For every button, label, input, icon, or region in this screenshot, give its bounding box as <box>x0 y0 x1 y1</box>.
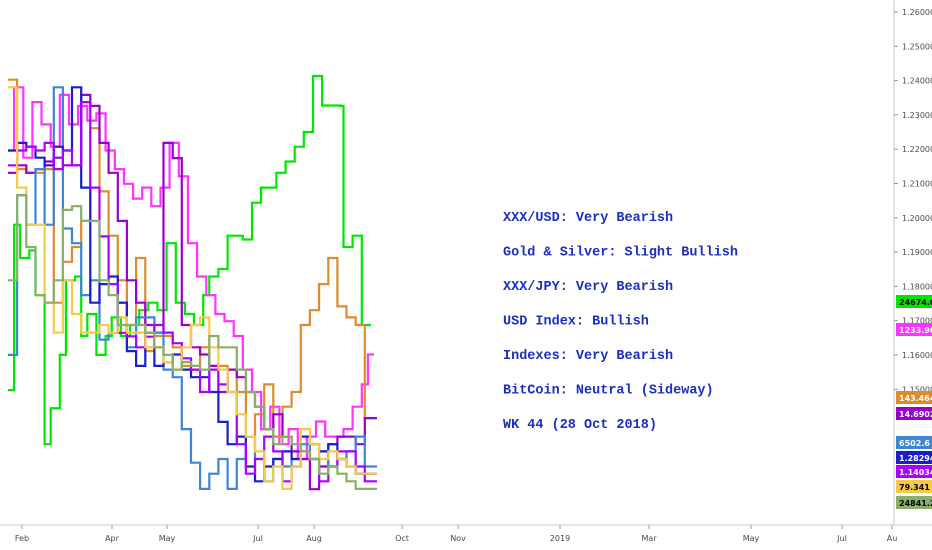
price-badge <box>896 436 932 449</box>
y-tick-label: 1.18000 <box>902 282 932 291</box>
price-badge-label: 1.14034 <box>899 468 932 477</box>
y-tick-label: 1.24000 <box>902 77 932 86</box>
x-tick-label: 2019 <box>550 534 570 543</box>
price-badge <box>896 465 932 478</box>
price-badge <box>896 391 932 404</box>
price-badge <box>896 323 932 336</box>
y-tick-label: 1.19000 <box>902 248 932 257</box>
annotation-text: BitCoin: Neutral (Sideway) <box>503 384 714 399</box>
price-badges: 24674.0 1233.903 143.464 14.69027 6502.6 1.28… <box>896 295 932 509</box>
x-tick-label: Jul <box>252 534 263 543</box>
price-badge <box>896 496 932 509</box>
x-tick-label: Oct <box>395 534 409 543</box>
y-tick-label: 1.21000 <box>902 180 932 189</box>
annotation-layer: XXX/USD: Very Bearish Gold & Silver: Slig… <box>503 211 738 433</box>
x-tick-label: Feb <box>15 534 29 543</box>
annotation-text: Gold & Silver: Slight Bullish <box>503 246 738 261</box>
x-tick-label: May <box>159 534 176 543</box>
y-tick-label: 1.26000 <box>902 8 932 17</box>
price-badge-label: 1.28294 <box>899 454 932 463</box>
price-badge-label: 1233.903 <box>899 326 932 335</box>
series-line-1 <box>8 74 371 446</box>
y-tick-label: 1.22000 <box>902 145 932 154</box>
annotation-text: XXX/USD: Very Bearish <box>503 211 673 226</box>
price-badge <box>896 480 932 493</box>
price-badge-label: 14.69027 <box>899 410 932 419</box>
y-tick-label: 1.17000 <box>902 317 932 326</box>
y-tick-label: 1.23000 <box>902 111 932 120</box>
annotation-text: USD Index: Bullish <box>503 315 649 330</box>
price-badge <box>896 451 932 464</box>
price-badge-label: 24674.0 <box>899 298 932 307</box>
annotation-text: Indexes: Very Bearish <box>503 349 673 364</box>
series-line-9 <box>8 194 377 490</box>
y-tick-label: 1.25000 <box>902 42 932 51</box>
x-tick-label: Au <box>887 534 898 543</box>
price-badge-label: 24841.2 <box>899 499 932 508</box>
price-badge-label: 143.464 <box>899 394 932 403</box>
annotation-text: XXX/JPY: Very Bearish <box>503 280 673 295</box>
price-badge-label: 6502.6 <box>899 439 930 448</box>
x-tick-label: Jul <box>836 534 847 543</box>
x-tick-label: Mar <box>641 534 657 543</box>
y-tick-label: 1.20000 <box>902 214 932 223</box>
y-tick-label: 1.15000 <box>902 385 932 394</box>
price-badge <box>896 407 932 420</box>
price-badge-label: 79.341 <box>899 483 930 492</box>
x-axis[interactable]: Feb Apr May Jul Aug Oct Nov 2019 Mar May Jul Au <box>15 525 897 543</box>
x-tick-label: Aug <box>306 534 322 543</box>
x-tick-label: May <box>743 534 760 543</box>
series-layer <box>8 74 377 491</box>
y-tick-label: 1.16000 <box>902 351 932 360</box>
price-badge <box>896 295 932 308</box>
series-line-2 <box>8 86 374 461</box>
annotation-text: WK 44 (28 Oct 2018) <box>503 418 657 433</box>
x-tick-label: Nov <box>450 534 466 543</box>
x-tick-label: Apr <box>105 534 120 543</box>
y-axis[interactable]: 1.26000 1.25000 1.24000 1.23000 1.22000 1.210… <box>894 8 932 394</box>
series-line-8 <box>8 86 377 490</box>
